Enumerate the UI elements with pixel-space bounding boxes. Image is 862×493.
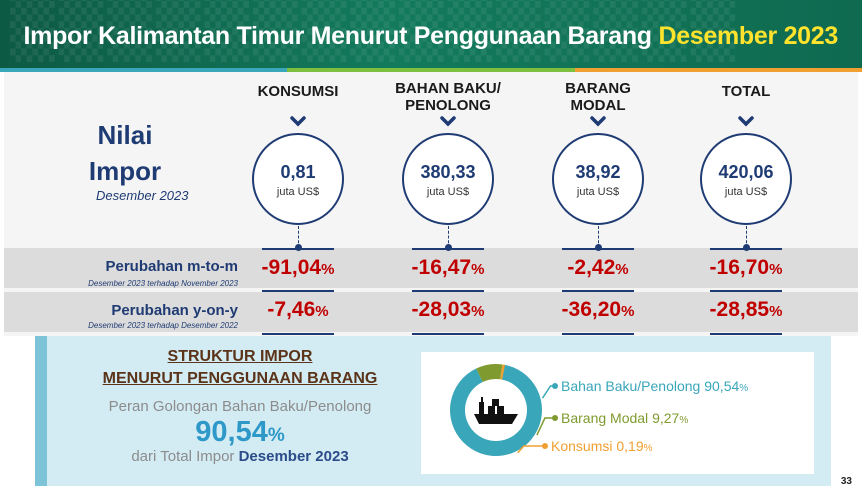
value-circle: 380,33 juta US$	[402, 133, 494, 225]
divider-line	[412, 290, 484, 292]
legend-dot	[552, 415, 558, 421]
legend-leader-line	[541, 385, 553, 399]
mtm-sublabel: Desember 2023 terhadap November 2023	[88, 279, 238, 288]
value-unit: juta US$	[724, 186, 768, 198]
legend-leader-line	[517, 445, 543, 454]
legend-dot	[542, 443, 548, 449]
value-circle: 420,06 juta US$	[700, 133, 792, 225]
chevron-down-icon	[440, 116, 456, 127]
decorative-background-pattern: ▒▒▒▒▒▒▒▒▒▒▒▒▒▒▒	[10, 0, 740, 62]
structure-title-line1: STRUKTUR IMPOR	[167, 348, 313, 365]
divider-line	[412, 333, 484, 335]
yoy-change-value: -28,03%	[411, 298, 485, 321]
import-value: 380,33	[420, 162, 476, 182]
legend-label: Barang Modal 9,27%	[561, 410, 688, 426]
column-header: KONSUMSI	[257, 83, 339, 100]
donut-slice	[500, 364, 506, 380]
yoy-change-value: -28,85%	[709, 298, 783, 321]
nilai-label: Nilai	[97, 120, 153, 150]
value-circle: 0,81 juta US$	[252, 133, 344, 225]
legend-leader-line	[536, 417, 553, 436]
mtm-change-value: -16,70%	[709, 256, 783, 279]
divider-line	[710, 248, 782, 250]
divider-line	[562, 290, 634, 292]
connector-dot	[445, 244, 452, 251]
connector-line	[598, 226, 599, 248]
column-header: TOTAL	[721, 83, 771, 100]
column-header: BARANG MODAL	[565, 80, 631, 114]
import-value: 420,06	[718, 162, 774, 182]
divider-line	[262, 333, 334, 335]
divider-line	[262, 290, 334, 292]
mtm-change-value: -16,47%	[411, 256, 485, 279]
legend-dot	[552, 383, 558, 389]
import-value: 0,81	[280, 162, 316, 182]
header-bar: ▒▒▒▒▒▒▒▒▒▒▒▒▒▒▒ Impor Kalimantan Timur M…	[0, 0, 862, 68]
impor-label: Impor	[88, 156, 162, 186]
column-header: BAHAN BAKU/ PENOLONG	[395, 80, 501, 114]
mtm-change-value: -91,04%	[261, 256, 335, 279]
page-title: Impor Kalimantan Timur Menurut Penggunaa…	[23, 22, 839, 51]
connector-line	[746, 226, 747, 248]
mtm-change-value: -2,42%	[567, 256, 629, 279]
connector-dot	[595, 244, 602, 251]
share-description: Peran Golongan Bahan Baku/Penolong	[108, 398, 372, 415]
donut-slice	[450, 364, 542, 456]
donut-chart: Bahan Baku/Penolong 90,54% Barang Modal 9…	[450, 364, 748, 456]
cargo-ship-icon	[474, 397, 518, 424]
title-accent: Desember 2023	[658, 22, 838, 50]
mtm-band	[4, 248, 858, 288]
donut-chart-box: Bahan Baku/Penolong 90,54% Barang Modal 9…	[421, 352, 814, 474]
panel-accent-bar	[35, 336, 47, 486]
title-main: Impor Kalimantan Timur Menurut Penggunaa…	[23, 22, 653, 50]
connector-dot	[743, 244, 750, 251]
yoy-change-value: -7,46%	[267, 298, 329, 321]
divider-line	[710, 290, 782, 292]
nilai-period: Desember 2023	[96, 188, 189, 203]
connector-line	[448, 226, 449, 248]
share-context: dari Total Impor Desember 2023	[131, 448, 349, 465]
value-unit: juta US$	[576, 186, 620, 198]
color-stripe	[0, 68, 862, 72]
divider-line	[412, 248, 484, 250]
chevron-down-icon	[738, 116, 754, 127]
structure-title-line2: MENURUT PENGGUNAAN BARANG	[102, 370, 378, 387]
chevron-down-icon	[590, 116, 606, 127]
divider-line	[262, 248, 334, 250]
chevron-down-icon	[290, 116, 306, 127]
mtm-label: Perubahan m-to-m	[105, 258, 238, 275]
legend-label: Konsumsi 0,19%	[551, 438, 653, 454]
divider-line	[562, 333, 634, 335]
legend-label: Bahan Baku/Penolong 90,54%	[561, 378, 748, 394]
donut-slice	[476, 364, 503, 383]
share-value: 90,54%	[195, 416, 285, 448]
page-number: 33	[840, 476, 852, 487]
yoy-label: Perubahan y-on-y	[111, 302, 238, 319]
value-unit: juta US$	[426, 186, 470, 198]
value-circle: 38,92 juta US$	[552, 133, 644, 225]
connector-line	[298, 226, 299, 248]
yoy-band	[4, 292, 858, 332]
yoy-sublabel: Desember 2023 terhadap Desember 2022	[88, 321, 238, 330]
divider-line	[710, 333, 782, 335]
divider-line	[562, 248, 634, 250]
import-value: 38,92	[575, 162, 621, 182]
yoy-change-value: -36,20%	[561, 298, 635, 321]
value-unit: juta US$	[276, 186, 320, 198]
connector-dot	[295, 244, 302, 251]
